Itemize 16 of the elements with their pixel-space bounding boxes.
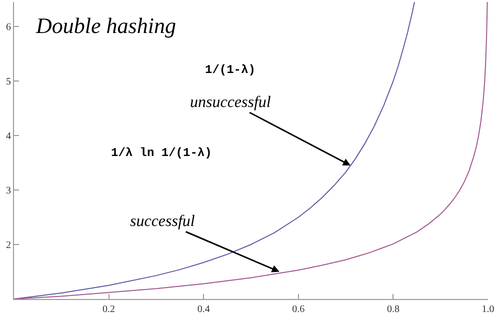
- x-tick-label: 0.6: [292, 304, 305, 315]
- x-tick-label: 0.4: [197, 304, 210, 315]
- annotation: 1/(1-λ): [205, 63, 256, 77]
- annotation: successful: [130, 213, 196, 230]
- y-tick-label: 2: [6, 240, 11, 251]
- annotation: 1/λ ln 1/(1-λ): [111, 146, 212, 160]
- text: Double hashing: [35, 13, 176, 38]
- x-tick-label: 0.8: [386, 304, 400, 315]
- y-tick-label: 6: [6, 22, 11, 34]
- y-tick-label: 5: [6, 76, 11, 88]
- x-tick-label: 1.0: [482, 304, 494, 315]
- line-series: [14, 2, 488, 299]
- annotation: unsuccessful: [190, 94, 272, 111]
- x-tick-label: 0.2: [102, 304, 116, 315]
- y-tick-label: 3: [6, 186, 11, 197]
- y-tick-label: 4: [6, 131, 11, 142]
